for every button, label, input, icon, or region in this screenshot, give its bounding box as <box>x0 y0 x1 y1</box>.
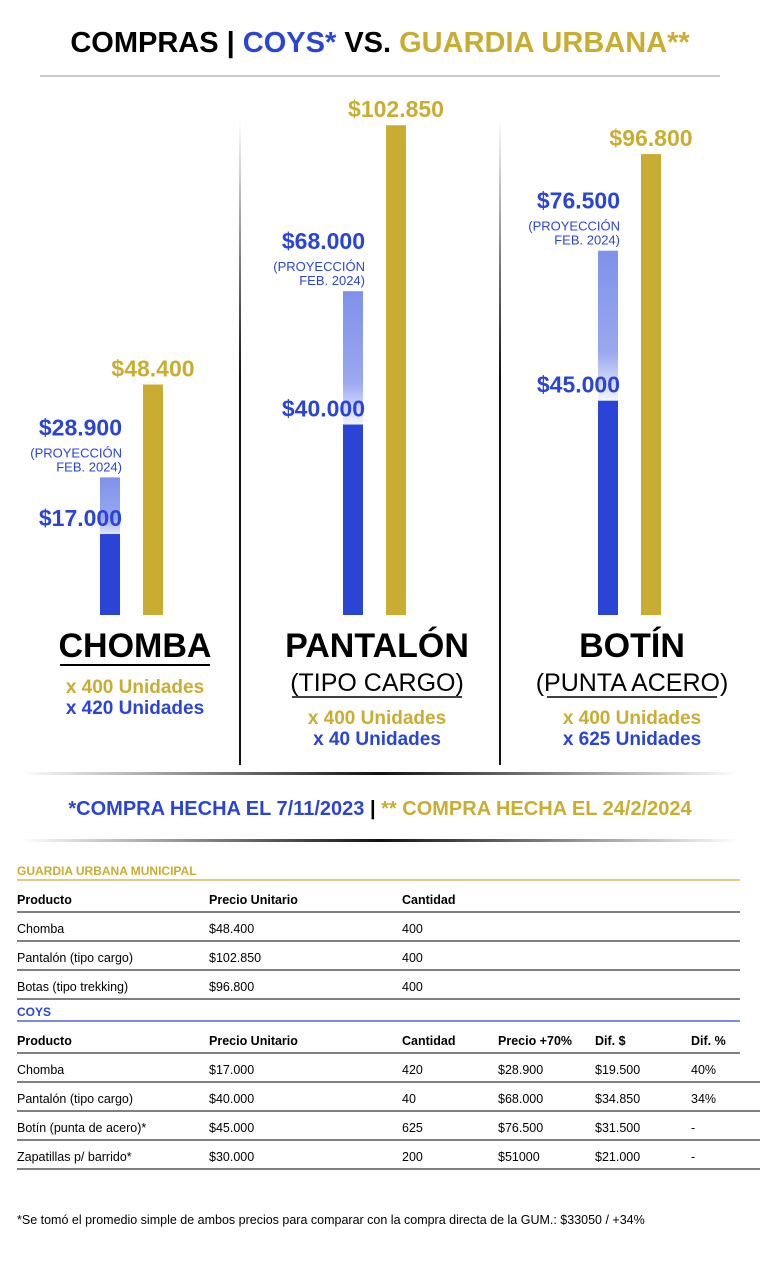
separator <box>20 772 740 775</box>
table-cell: 420 <box>402 1063 423 1077</box>
separator <box>20 839 740 842</box>
gold-value: $48.400 <box>111 356 194 382</box>
table-cell: Pantalón (tipo cargo) <box>17 951 133 965</box>
table-cell: 40% <box>691 1063 716 1077</box>
title: COMPRAS | COYS* VS. GUARDIA URBANA** <box>70 27 690 59</box>
table-cell: $45.000 <box>209 1121 254 1135</box>
purchase-date: ** COMPRA HECHA EL 24/2/2024 <box>381 798 692 820</box>
table-header: Cantidad <box>402 1034 455 1048</box>
units: x 400 Unidades <box>563 708 701 729</box>
table-cell: 400 <box>402 951 423 965</box>
table-cell: - <box>691 1150 695 1164</box>
table-cell: Chomba <box>17 1063 64 1077</box>
table-cell: 625 <box>402 1121 423 1135</box>
table-cell: $31.500 <box>595 1121 640 1135</box>
table-cell: $30.000 <box>209 1150 254 1164</box>
table-cell: $48.400 <box>209 922 254 936</box>
projection-value: $68.000 <box>282 228 365 254</box>
blue-bar <box>100 534 120 615</box>
table-cell: 34% <box>691 1092 716 1106</box>
projection-bar <box>343 291 363 431</box>
gold-bar <box>641 154 661 616</box>
table-cell: - <box>691 1121 695 1135</box>
table-cell: $40.000 <box>209 1092 254 1106</box>
projection-note: (PROYECCIÓN <box>30 445 122 460</box>
product-name: CHOMBA <box>59 627 212 665</box>
purchase-date: | <box>364 798 381 820</box>
table-cell: $28.900 <box>498 1063 543 1077</box>
table-cell: $51000 <box>498 1150 540 1164</box>
title-part: VS. <box>336 27 399 59</box>
units: x 400 Unidades <box>308 708 446 729</box>
table-header: Producto <box>17 1034 72 1048</box>
table-cell: 400 <box>402 922 423 936</box>
table-cell: 400 <box>402 980 423 994</box>
gold-value: $102.850 <box>348 96 444 122</box>
product-name: PANTALÓN <box>285 627 469 665</box>
blue-value: $40.000 <box>282 396 365 422</box>
table-header: Dif. % <box>691 1034 726 1048</box>
footnote: *Se tomó el promedio simple de ambos pre… <box>17 1213 645 1227</box>
table-cell: $68.000 <box>498 1092 543 1106</box>
table-header: Precio +70% <box>498 1034 572 1048</box>
projection-bar <box>100 477 120 541</box>
table-cell: $21.000 <box>595 1150 640 1164</box>
units: x 420 Unidades <box>66 698 204 719</box>
units: x 625 Unidades <box>563 729 701 750</box>
table-cell: Botas (tipo trekking) <box>17 980 128 994</box>
table-cell: $34.850 <box>595 1092 640 1106</box>
table-title: GUARDIA URBANA MUNICIPAL <box>17 864 197 878</box>
table-cell: Botín (punta de acero)* <box>17 1121 146 1135</box>
table-cell: $19.500 <box>595 1063 640 1077</box>
table-cell: Chomba <box>17 922 64 936</box>
gold-bar <box>143 384 163 615</box>
gold-value: $96.800 <box>609 125 692 151</box>
table-cell: $102.850 <box>209 951 261 965</box>
title-part: GUARDIA URBANA** <box>399 27 690 59</box>
table-header: Precio Unitario <box>209 1034 298 1048</box>
units: x 400 Unidades <box>66 677 204 698</box>
product-name: BOTÍN <box>579 627 685 665</box>
blue-value: $45.000 <box>537 372 620 398</box>
projection-value: $28.900 <box>39 414 122 440</box>
product-subtitle: (PUNTA ACERO) <box>536 669 729 697</box>
blue-bar <box>598 400 618 615</box>
projection-bar <box>598 250 618 407</box>
table-cell: 40 <box>402 1092 416 1106</box>
table-header: Dif. $ <box>595 1034 626 1048</box>
gold-bar <box>386 125 406 615</box>
projection-note: FEB. 2024) <box>56 459 122 474</box>
projection-note: FEB. 2024) <box>554 233 620 248</box>
table-cell: $96.800 <box>209 980 254 994</box>
table-header: Precio Unitario <box>209 893 298 907</box>
table-cell: $76.500 <box>498 1121 543 1135</box>
separator <box>499 120 501 765</box>
blue-bar <box>343 424 363 615</box>
projection-note: (PROYECCIÓN <box>528 219 620 234</box>
projection-note: (PROYECCIÓN <box>273 259 365 274</box>
table-header: Producto <box>17 893 72 907</box>
table-cell: $17.000 <box>209 1063 254 1077</box>
table-title: COYS <box>17 1005 51 1019</box>
units: x 40 Unidades <box>313 729 441 750</box>
purchase-dates: *COMPRA HECHA EL 7/11/2023 | ** COMPRA H… <box>68 798 692 820</box>
product-subtitle: (TIPO CARGO) <box>290 669 464 697</box>
title-part: COYS* <box>243 27 337 59</box>
projection-value: $76.500 <box>537 188 620 214</box>
table-cell: Pantalón (tipo cargo) <box>17 1092 133 1106</box>
table-header: Cantidad <box>402 893 455 907</box>
table-cell: 200 <box>402 1150 423 1164</box>
purchase-date: *COMPRA HECHA EL 7/11/2023 <box>68 798 364 820</box>
separator <box>239 120 241 765</box>
blue-value: $17.000 <box>39 505 122 531</box>
title-part: COMPRAS | <box>70 27 242 59</box>
table-cell: Zapatillas p/ barrido* <box>17 1150 132 1164</box>
projection-note: FEB. 2024) <box>299 273 365 288</box>
